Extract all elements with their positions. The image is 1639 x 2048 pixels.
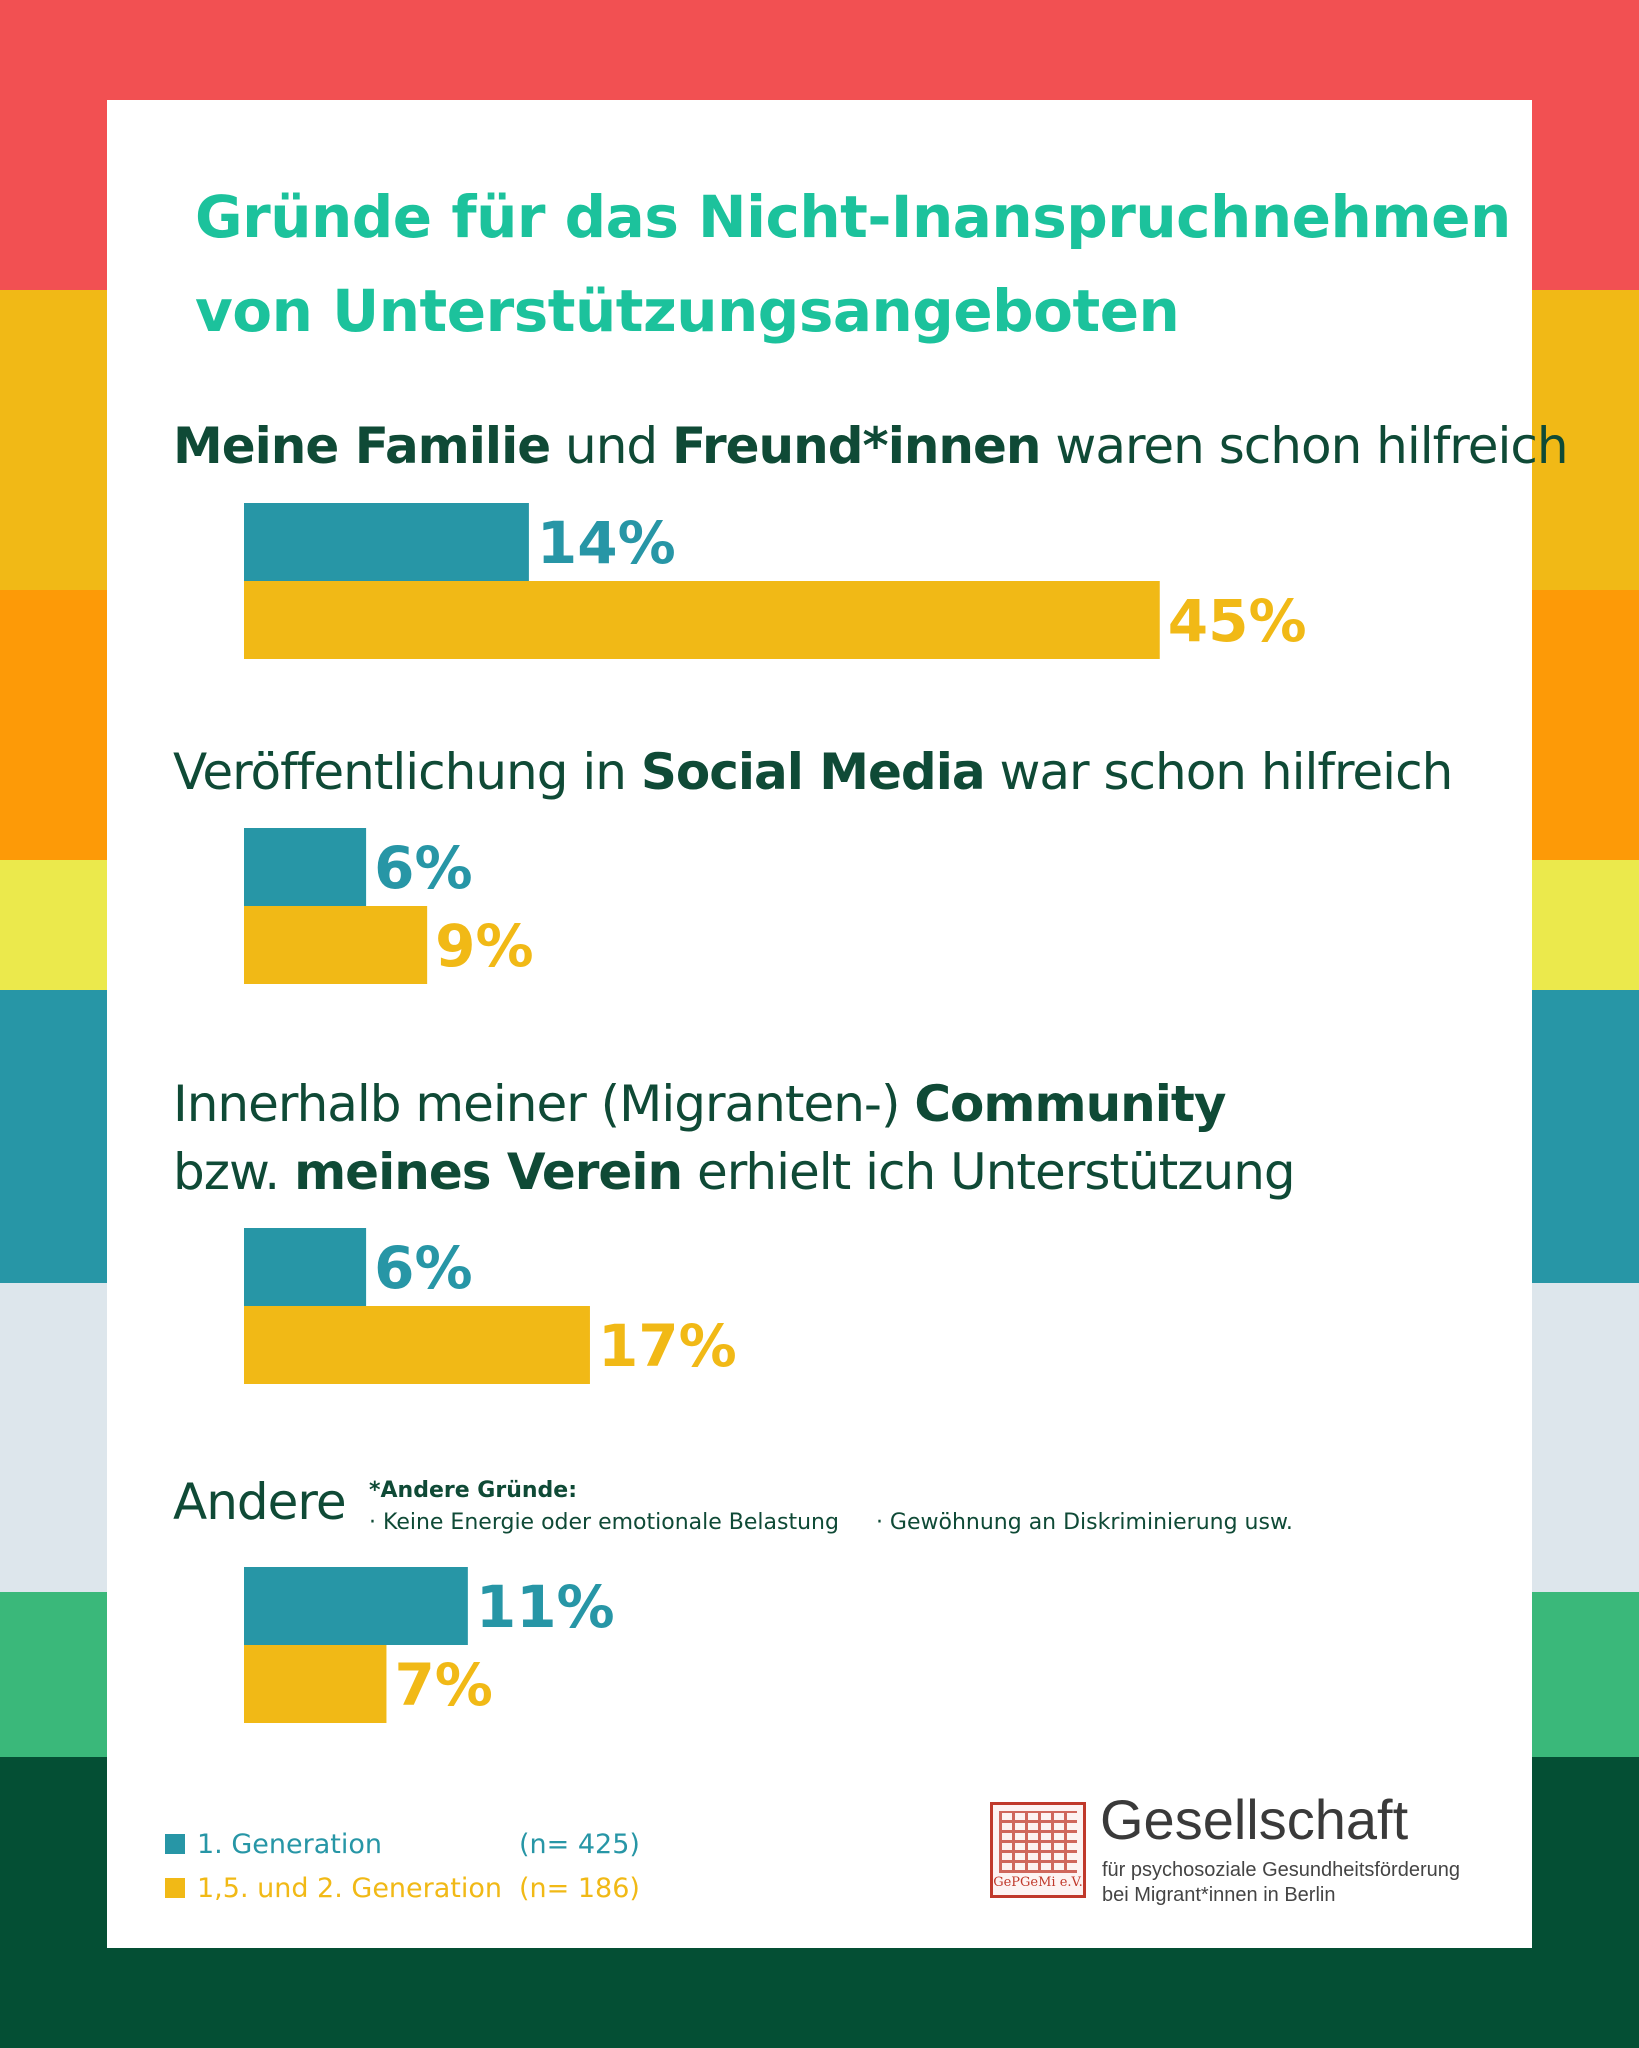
- bar-gen1: [244, 1567, 468, 1645]
- legend-swatch-gen2: [165, 1878, 185, 1898]
- bar-gen1: [244, 503, 529, 581]
- page-title: Gründe für das Nicht-Inanspruchnehmen vo…: [195, 170, 1511, 358]
- seal-logo: GePGeMi e.V.: [990, 1802, 1086, 1898]
- bar-gen1: [244, 1228, 367, 1306]
- infographic-card: Gründe für das Nicht-Inanspruchnehmen vo…: [107, 100, 1569, 1948]
- question-bold-part: Meine Familie: [173, 417, 551, 475]
- title-line-2: von Unterstützungsangeboten: [195, 277, 1180, 345]
- question-1: Meine Familie und Freund*innen waren sch…: [173, 412, 1569, 480]
- bar-value-label: 11%: [476, 1573, 615, 1641]
- seal-pattern: [999, 1811, 1077, 1873]
- seal-text: GePGeMi e.V.: [993, 1875, 1083, 1890]
- question-bold-part: Freund*innen: [672, 417, 1041, 475]
- legend: 1. Generation (n= 425) 1,5. und 2. Gener…: [165, 1822, 640, 1910]
- question-text-part: und: [550, 417, 673, 475]
- legend-n-gen2: (n= 186): [519, 1872, 640, 1904]
- question-text-part: Innerhalb meiner (Migranten-): [173, 1075, 915, 1133]
- question-text-part: Veröffentlichung in: [173, 743, 641, 801]
- bar-value-label: 14%: [537, 509, 676, 577]
- question-2: Veröffentlichung in Social Media war sch…: [173, 738, 1454, 806]
- legend-item-gen2: 1,5. und 2. Generation (n= 186): [165, 1866, 640, 1910]
- question-bold-part: meines Verein: [294, 1143, 683, 1201]
- organization-subtitle-2: bei Migrant*innen in Berlin: [1102, 1884, 1336, 1906]
- bar-gen2: [244, 581, 1160, 659]
- organization-logo: GePGeMi e.V. Gesellschaft für psychosozi…: [990, 1788, 1490, 1912]
- question-text-part: Andere: [173, 1473, 347, 1531]
- bar-value-label: 9%: [435, 912, 533, 980]
- question-line: Innerhalb meiner (Migranten-) Community: [173, 1070, 1295, 1138]
- question-4: Andere: [173, 1468, 347, 1536]
- other-reasons-heading: *Andere Gründe:: [369, 1478, 577, 1503]
- bar-value-label: 45%: [1168, 587, 1307, 655]
- bar-gen1: [244, 828, 367, 906]
- bar-gen2: [244, 1645, 387, 1723]
- question-text-part: war schon hilfreich: [984, 743, 1454, 801]
- other-reasons-list: · Keine Energie oder emotionale Belastun…: [369, 1510, 1323, 1535]
- legend-item-gen1: 1. Generation (n= 425): [165, 1822, 640, 1866]
- bar-gen2: [244, 906, 428, 984]
- bar-value-label: 6%: [374, 834, 472, 902]
- legend-swatch-gen1: [165, 1834, 185, 1854]
- bar-chart: 14% 45% 6% 9% 6% 17% 11% 7%: [244, 503, 1307, 1723]
- title-line-1: Gründe für das Nicht-Inanspruchnehmen: [195, 183, 1511, 251]
- organization-subtitle-1: für psychosoziale Gesundheitsförderung: [1102, 1859, 1460, 1881]
- other-reason-item: · Keine Energie oder emotionale Belastun…: [369, 1510, 839, 1535]
- question-3: Innerhalb meiner (Migranten-) Community b…: [173, 1070, 1296, 1206]
- bar-value-label: 7%: [394, 1651, 492, 1719]
- organization-name: Gesellschaft: [1100, 1788, 1409, 1851]
- question-text-part: erhielt ich Unterstützung: [682, 1143, 1296, 1201]
- question-text-part: waren schon hilfreich: [1040, 417, 1568, 475]
- legend-n-gen1: (n= 425): [519, 1828, 640, 1860]
- question-bold-part: Social Media: [640, 743, 986, 801]
- question-line: bzw. meines Verein erhielt ich Unterstüt…: [173, 1138, 1296, 1206]
- bar-value-label: 17%: [598, 1312, 737, 1380]
- other-reason-item: · Gewöhnung an Diskriminierung usw.: [875, 1510, 1293, 1535]
- legend-label-gen2: 1,5. und 2. Generation: [197, 1872, 503, 1904]
- question-text-part: bzw.: [173, 1143, 295, 1201]
- bar-gen2: [244, 1306, 590, 1384]
- legend-label-gen1: 1. Generation: [197, 1828, 382, 1860]
- bar-value-label: 6%: [374, 1234, 472, 1302]
- question-bold-part: Community: [914, 1075, 1226, 1133]
